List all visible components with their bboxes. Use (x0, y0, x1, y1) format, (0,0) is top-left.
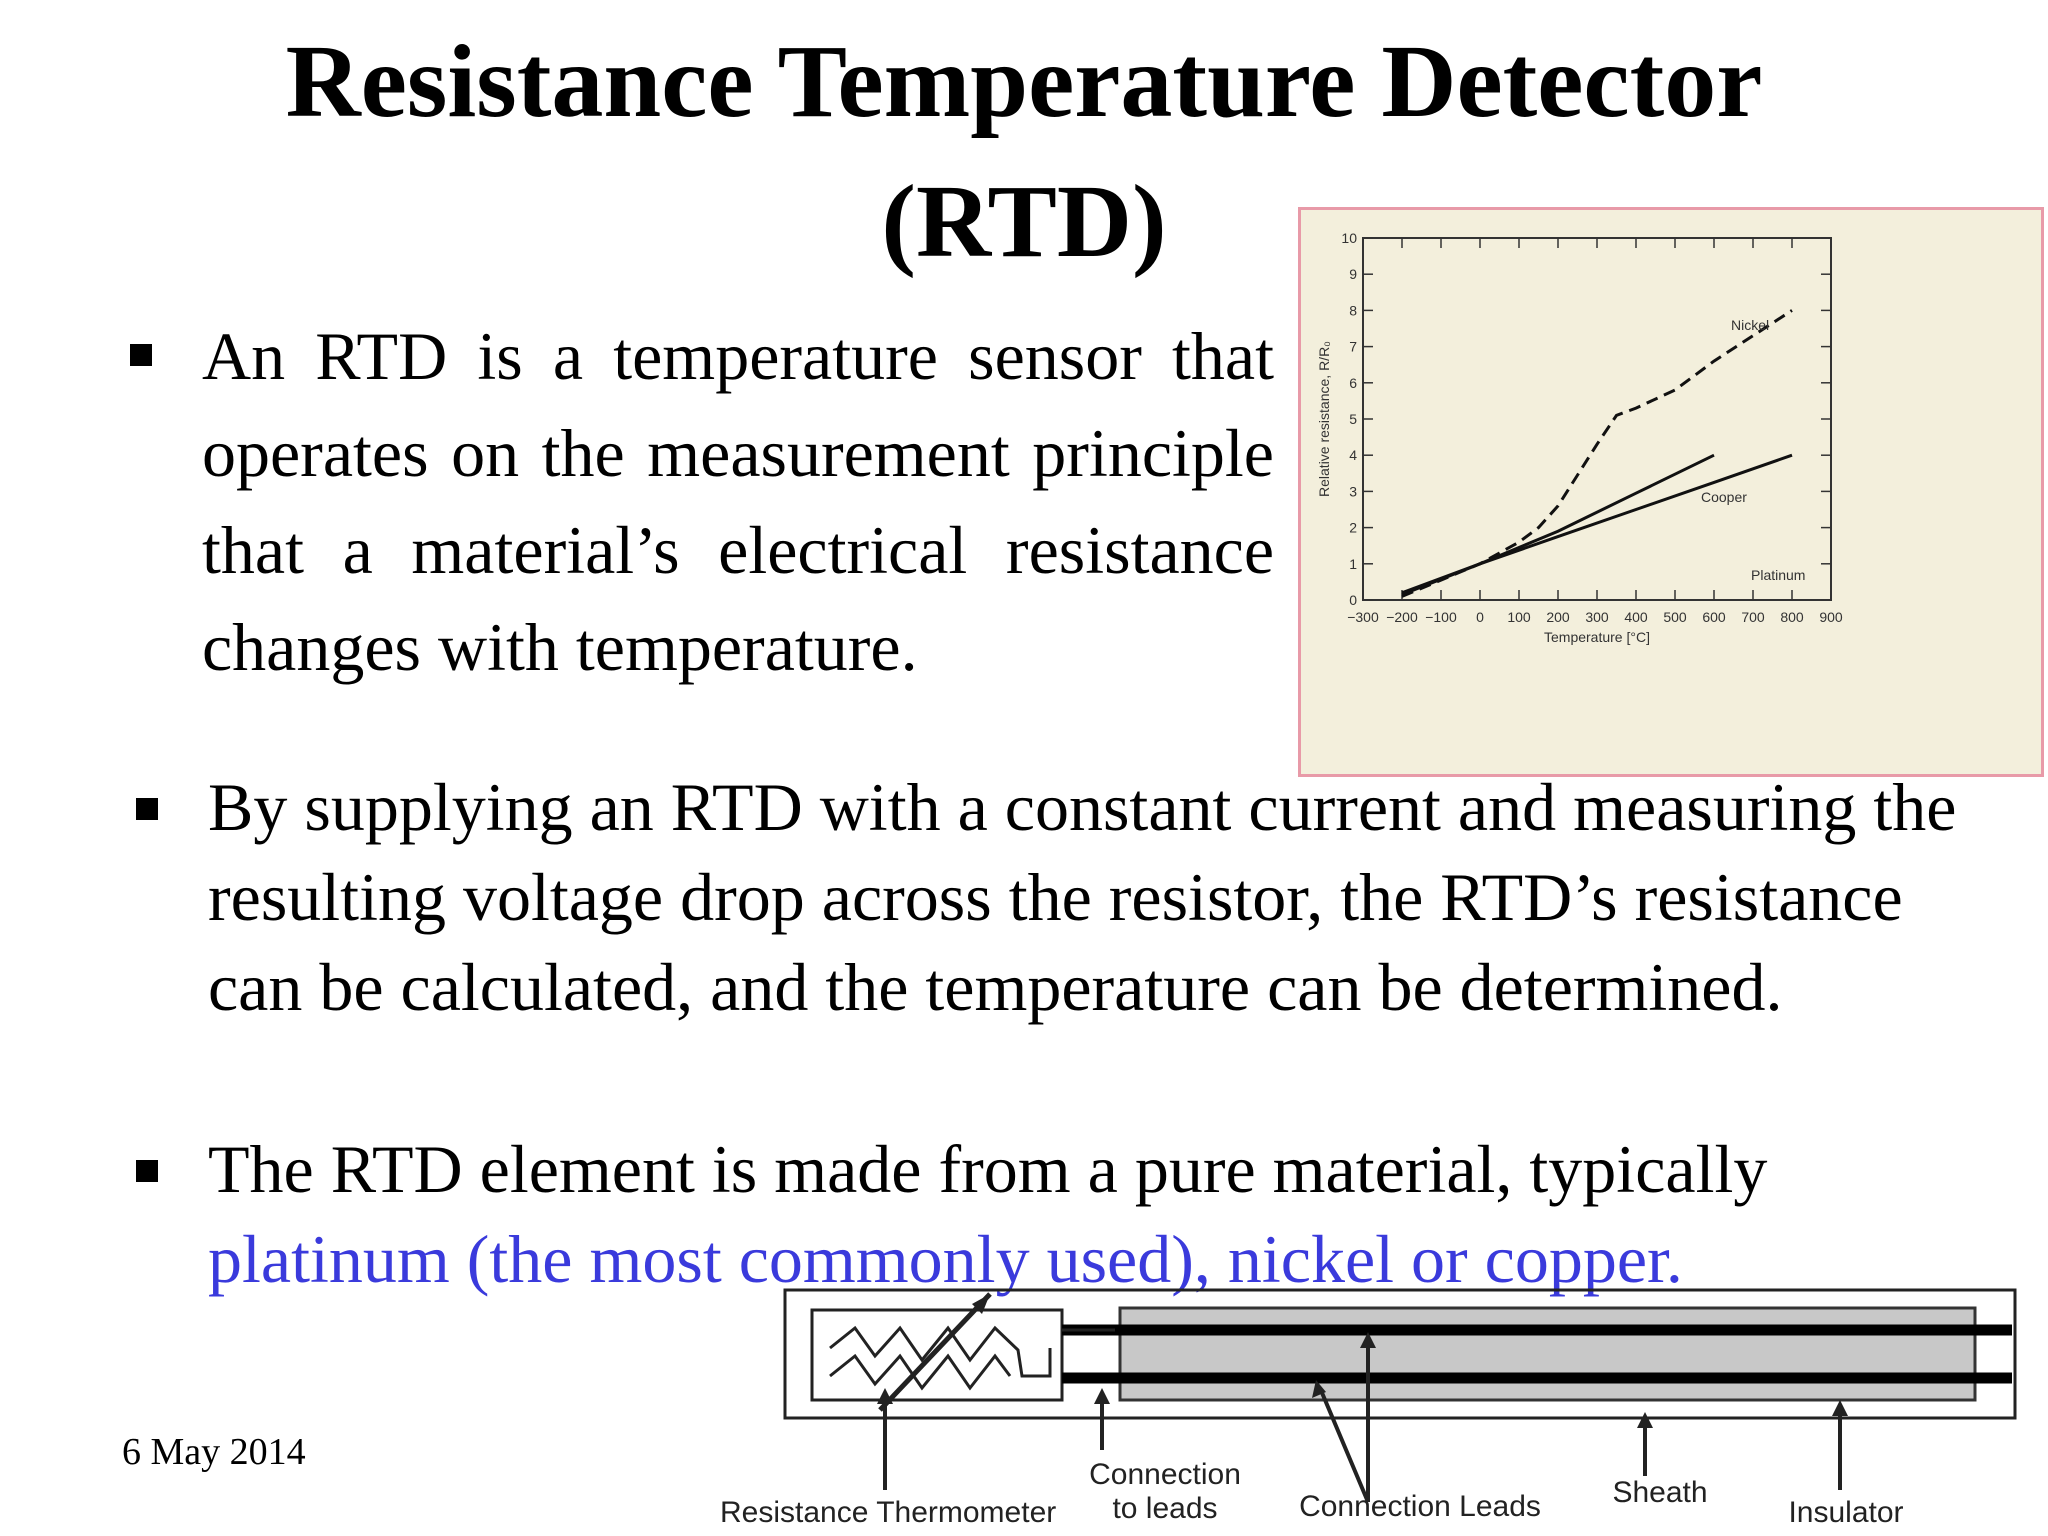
arrowhead-icon (1637, 1412, 1653, 1428)
x-tick-label: 0 (1476, 609, 1484, 625)
arrowhead-icon (1312, 1380, 1326, 1398)
x-tick-label: 200 (1546, 609, 1570, 625)
y-tick-label: 6 (1349, 375, 1357, 391)
label-sheath: Sheath (1612, 1476, 1707, 1509)
arrowhead-icon (877, 1388, 893, 1404)
series-line-nickel (1401, 309, 1793, 598)
x-tick-label: 800 (1780, 609, 1804, 625)
series-label-platinum: Platinum (1751, 567, 1805, 583)
x-tick-label: 100 (1507, 609, 1531, 625)
y-tick-label: 0 (1349, 592, 1357, 608)
y-tick-label: 8 (1349, 302, 1357, 318)
plot-frame (1362, 237, 1832, 601)
y-tick-label: 2 (1349, 520, 1357, 536)
chart-svg: 0 1 2 3 4 5 6 7 8 9 10 −300 −200 −100 0 100 200 300 400 500… (1316, 230, 1843, 645)
y-axis-label: Relative resistance, R/R₀ (1316, 341, 1332, 497)
arrowhead-icon (1094, 1388, 1110, 1404)
resistor-zigzag-icon (829, 1353, 1012, 1391)
bullet-square-icon (136, 1160, 158, 1182)
bullet-2-text: By supplying an RTD with a constant curr… (208, 769, 1957, 1025)
slide-title-line2: (RTD) (881, 164, 1167, 279)
slide-date: 6 May 2014 (122, 1431, 306, 1473)
variable-arrow-icon (878, 1292, 992, 1412)
x-tick-label: −100 (1425, 609, 1457, 625)
label-resistance-thermometer: Resistance Thermometer (720, 1496, 1056, 1529)
bullet-square-icon (136, 798, 158, 820)
arrowhead-icon (1832, 1400, 1848, 1416)
thermometer-housing (810, 1308, 1064, 1402)
x-tick-label: 500 (1663, 609, 1687, 625)
series-line-platinum (1401, 453, 1793, 595)
x-tick-label: 700 (1741, 609, 1765, 625)
label-insulator: Insulator (1788, 1496, 1903, 1529)
bullet-3-text: The RTD element is made from a pure mate… (208, 1131, 1768, 1207)
x-tick-label: 400 (1624, 609, 1648, 625)
arrow-icon (1318, 1340, 1370, 1503)
bullet-2: By supplying an RTD with a constant curr… (136, 762, 2008, 1032)
y-tick-label: 3 (1349, 483, 1357, 499)
series-label-nickel: Nickel (1731, 317, 1769, 333)
y-tick-label: 5 (1349, 411, 1357, 427)
arrowhead-icon (1360, 1332, 1376, 1348)
label-connection-to-leads-2: to leads (1112, 1492, 1217, 1525)
y-tick-label: 10 (1341, 230, 1357, 246)
resistor-zigzag-icon (829, 1325, 1052, 1378)
x-tick-label: 300 (1585, 609, 1609, 625)
bullet-square-icon (130, 344, 152, 366)
label-connection-leads: Connection Leads (1299, 1490, 1541, 1523)
sheath-body (1118, 1306, 1977, 1402)
variable-arrowhead-icon (972, 1294, 990, 1314)
x-tick-label: 600 (1702, 609, 1726, 625)
diagram-outer-frame (783, 1288, 2017, 1420)
label-connection-to-leads-1: Connection (1089, 1458, 1241, 1491)
bullet-1: An RTD is a temperature sensor that oper… (130, 308, 1274, 696)
bullet-3-highlight: platinum (the most commonly used), nicke… (208, 1221, 1683, 1297)
bullet-1-text: An RTD is a temperature sensor that oper… (202, 318, 1274, 685)
y-tick-label: 9 (1349, 266, 1357, 282)
rtd-construction-diagram: Resistance Thermometer Connection to lea… (720, 1288, 2017, 1529)
slide-title-line1: Resistance Temperature Detector (285, 24, 1763, 139)
x-tick-label: −200 (1386, 609, 1418, 625)
y-tick-label: 1 (1349, 556, 1357, 572)
series-line-cooper (1401, 453, 1715, 596)
x-axis-label: Temperature [°C] (1544, 629, 1650, 645)
y-tick-label: 4 (1349, 447, 1357, 463)
resistance-chart: 0 1 2 3 4 5 6 7 8 9 10 −300 −200 −100 0 100 200 300 400 500… (1298, 207, 2044, 777)
x-tick-label: 900 (1819, 609, 1843, 625)
series-label-cooper: Cooper (1701, 489, 1747, 505)
x-tick-label: −300 (1347, 609, 1379, 625)
y-tick-label: 7 (1349, 339, 1357, 355)
bullet-3: The RTD element is made from a pure mate… (136, 1124, 2008, 1304)
